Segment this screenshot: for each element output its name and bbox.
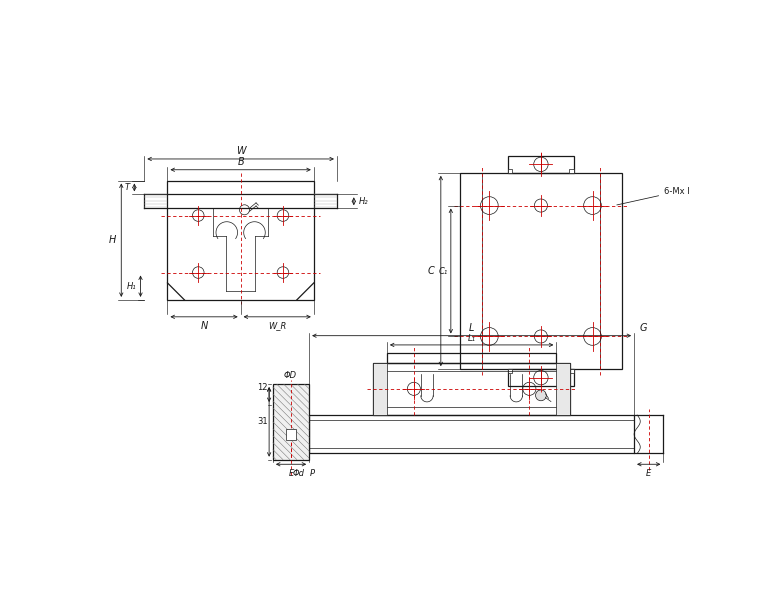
Bar: [309, 415, 634, 454]
Text: L: L: [469, 323, 474, 333]
Text: H₂: H₂: [359, 197, 368, 206]
Text: W_R: W_R: [268, 322, 286, 330]
Bar: [569, 169, 574, 173]
Bar: [508, 156, 574, 173]
Text: E: E: [289, 469, 293, 478]
Text: ΦD: ΦD: [283, 371, 297, 379]
Text: C: C: [428, 266, 434, 276]
Text: N: N: [200, 322, 208, 332]
Bar: [460, 173, 622, 369]
Text: G: G: [639, 323, 647, 333]
Bar: [373, 363, 387, 415]
Bar: [569, 369, 574, 373]
Text: C₁: C₁: [438, 267, 447, 276]
Text: H: H: [109, 235, 116, 245]
Text: B: B: [237, 158, 244, 168]
Bar: [508, 369, 513, 373]
Text: E: E: [646, 469, 651, 478]
Text: T: T: [125, 183, 129, 192]
Circle shape: [535, 390, 546, 401]
Text: 12: 12: [257, 383, 267, 392]
Text: P: P: [310, 469, 315, 478]
Text: Φd: Φd: [293, 469, 305, 478]
Bar: [508, 369, 574, 386]
Text: H₁: H₁: [127, 281, 137, 291]
Text: 6-Mx l: 6-Mx l: [617, 187, 690, 205]
Text: L₁: L₁: [467, 333, 476, 343]
Bar: [286, 429, 296, 440]
Bar: [556, 363, 570, 415]
Bar: [508, 169, 513, 173]
Text: 31: 31: [257, 417, 267, 427]
Bar: [273, 384, 309, 460]
Bar: [387, 353, 556, 363]
Text: W: W: [236, 146, 246, 156]
Bar: [168, 181, 314, 300]
Bar: [373, 363, 570, 415]
